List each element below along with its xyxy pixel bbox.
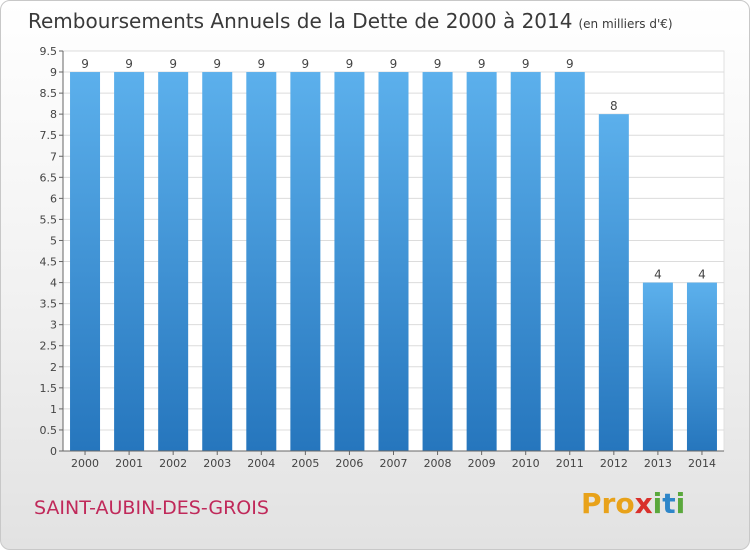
bar	[70, 72, 101, 451]
x-tick-label: 2000	[71, 457, 99, 470]
y-tick-label: 7	[50, 150, 57, 163]
x-tick-label: 2003	[203, 457, 231, 470]
bar-value-label: 9	[478, 57, 486, 71]
y-tick-label: 3.5	[40, 298, 58, 311]
bar	[598, 114, 629, 451]
chart-subtitle: (en milliers d'€)	[578, 17, 673, 31]
bar	[510, 72, 541, 451]
bar-value-label: 9	[566, 57, 574, 71]
bar-value-label: 9	[522, 57, 530, 71]
bar-value-label: 9	[81, 57, 89, 71]
x-tick-label: 2002	[159, 457, 187, 470]
y-tick-label: 4	[50, 277, 57, 290]
x-tick-label: 2001	[115, 457, 143, 470]
y-tick-label: 8	[50, 108, 57, 121]
y-tick-label: 1	[50, 403, 57, 416]
bar-value-label: 4	[654, 268, 662, 282]
bar	[202, 72, 233, 451]
y-tick-label: 6	[50, 192, 57, 205]
y-tick-label: 6.5	[40, 171, 58, 184]
logo-part-1: Pro	[581, 487, 635, 520]
bar-value-label: 9	[257, 57, 265, 71]
bar	[114, 72, 145, 451]
logo-part-2: x	[634, 487, 653, 520]
x-tick-label: 2004	[247, 457, 275, 470]
bars: 9 9 9 9 9 9 9 9 9 9 9 9 8 4 4	[70, 57, 717, 451]
y-tick-label: 3	[50, 319, 57, 332]
bar-value-label: 9	[390, 57, 398, 71]
bar	[554, 72, 585, 451]
bar-value-label: 8	[610, 99, 618, 113]
y-tick-label: 5	[50, 234, 57, 247]
bar	[290, 72, 321, 451]
bar-value-label: 9	[302, 57, 310, 71]
bar-value-label: 9	[169, 57, 177, 71]
bar	[466, 72, 497, 451]
y-tick-label: 9	[50, 66, 57, 79]
bar	[158, 72, 189, 451]
bar-value-label: 9	[434, 57, 442, 71]
x-tick-label: 2010	[512, 457, 540, 470]
bar-value-label: 9	[125, 57, 133, 71]
bar	[422, 72, 453, 451]
x-tick-label: 2005	[291, 457, 319, 470]
chart-title-block: Remboursements Annuels de la Dette de 20…	[28, 9, 673, 33]
x-tick-label: 2006	[335, 457, 363, 470]
x-tick-label: 2007	[380, 457, 408, 470]
y-tick-label: 0	[50, 445, 57, 458]
bar	[246, 72, 277, 451]
y-tick-label: 7.5	[40, 129, 58, 142]
x-tick-label: 2012	[600, 457, 628, 470]
logo-part-4: t	[662, 487, 676, 520]
logo-part-5: i	[675, 487, 686, 520]
y-tick-label: 4.5	[40, 256, 58, 269]
x-tick-label: 2013	[644, 457, 672, 470]
bar-value-label: 9	[213, 57, 221, 71]
y-tick-label: 2	[50, 361, 57, 374]
x-tick-label: 2011	[556, 457, 584, 470]
y-axis: 0 0.5 1 1.5 2 2.5 3 3.5 4 4.5 5 5.5 6 6.5 7 7.5 8 8.5 9 9.5	[40, 45, 64, 458]
bar-value-label: 4	[698, 268, 706, 282]
x-tick-label: 2014	[688, 457, 716, 470]
bar	[334, 72, 365, 451]
y-tick-label: 1.5	[40, 382, 58, 395]
x-tick-label: 2008	[424, 457, 452, 470]
bar-value-label: 9	[346, 57, 354, 71]
x-axis: 2000 2001 2002 2003 2004 2005 2006 2007 2008 2009…	[63, 450, 724, 470]
bar	[642, 282, 673, 451]
y-tick-label: 9.5	[40, 45, 58, 58]
y-tick-label: 8.5	[40, 87, 58, 100]
y-tick-label: 0.5	[40, 424, 58, 437]
y-tick-label: 2.5	[40, 340, 58, 353]
commune-name: SAINT-AUBIN-DES-GROIS	[34, 497, 269, 519]
logo-part-3: i	[652, 487, 663, 520]
bar	[378, 72, 409, 451]
chart-title: Remboursements Annuels de la Dette de 20…	[28, 9, 573, 33]
bar	[686, 282, 717, 451]
y-tick-label: 5.5	[40, 213, 58, 226]
proxiti-logo: Proxiti	[581, 487, 685, 520]
x-tick-label: 2009	[468, 457, 496, 470]
